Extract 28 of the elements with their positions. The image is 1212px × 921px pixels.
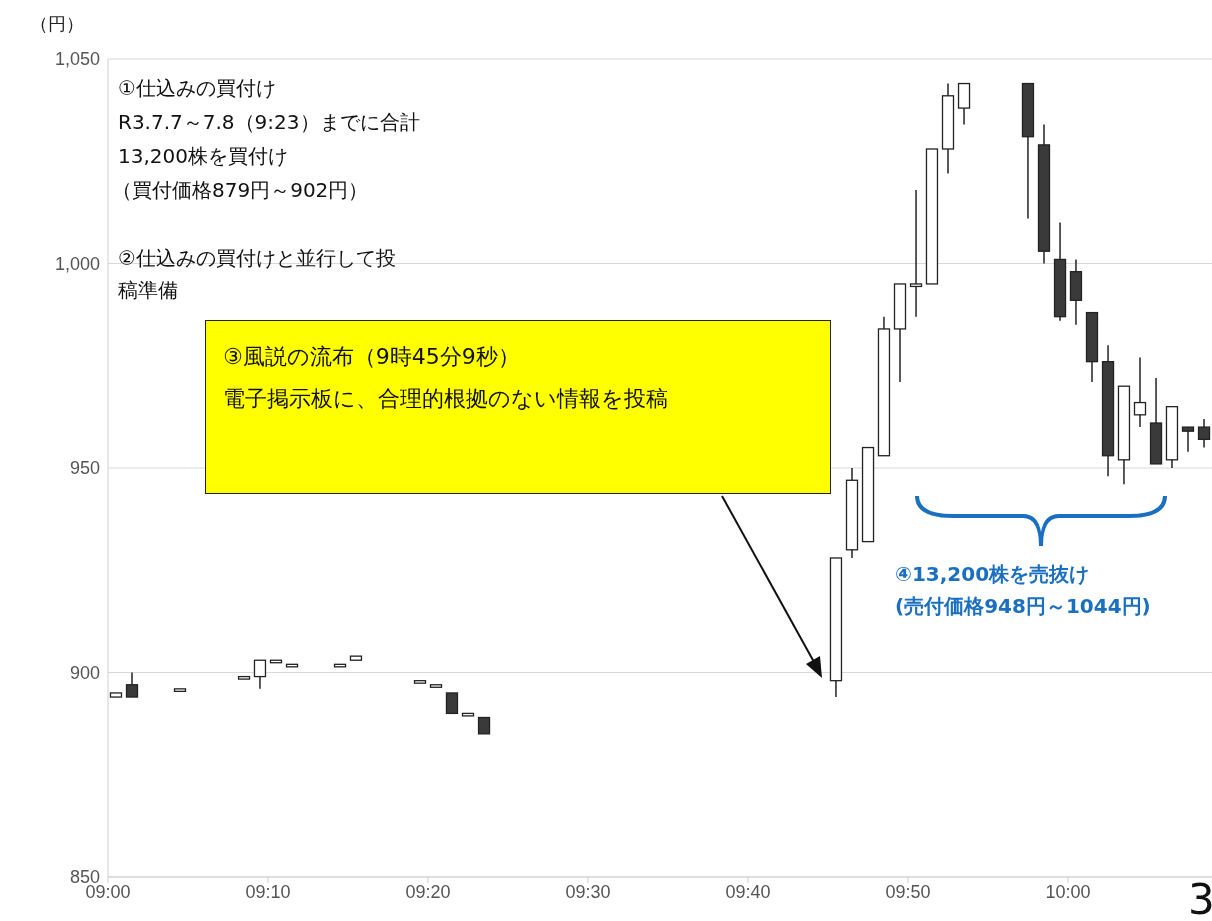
- annotation: 電子掲示板に、合理的根拠のない情報を投稿: [223, 385, 668, 413]
- annotation: ③風説の流布（9時45分9秒）: [223, 343, 520, 371]
- y-tick-label: 1,000: [54, 253, 100, 274]
- x-tick-label: 09:30: [565, 881, 611, 902]
- x-tick-label: 10:00: [1045, 881, 1091, 902]
- annotation: 13,200株を買付け: [118, 143, 288, 170]
- x-tick-label: 09:50: [885, 881, 931, 902]
- annotation: R3.7.7～7.8（9:23）までに合計: [118, 109, 420, 136]
- annotation: (売付価格948円～1044円): [895, 593, 1151, 620]
- y-tick-label: 950: [69, 458, 100, 479]
- candlestick: [445, 692, 459, 715]
- candlestick: [1197, 418, 1211, 449]
- candlestick: [1181, 426, 1195, 453]
- x-tick-label: 09:40: [725, 881, 771, 902]
- candlestick: [909, 189, 923, 318]
- annotation: ①仕込みの買付け: [118, 75, 276, 102]
- candlestick: [1133, 356, 1147, 428]
- y-tick-label: 900: [69, 662, 100, 683]
- x-tick-label: 09:10: [245, 881, 291, 902]
- candlestick: [125, 671, 139, 698]
- annotation: 3: [1188, 875, 1212, 921]
- y-axis-title: （円）: [30, 12, 84, 36]
- annotation: （買付価格879円～902円）: [112, 177, 369, 204]
- y-tick-label: 1,050: [54, 49, 100, 70]
- candlestick: [253, 659, 267, 690]
- annotation: ④13,200株を売抜け: [895, 561, 1090, 588]
- x-tick-label: 09:20: [405, 881, 451, 902]
- annotation: ②仕込みの買付けと並行して投稿準備: [118, 245, 397, 304]
